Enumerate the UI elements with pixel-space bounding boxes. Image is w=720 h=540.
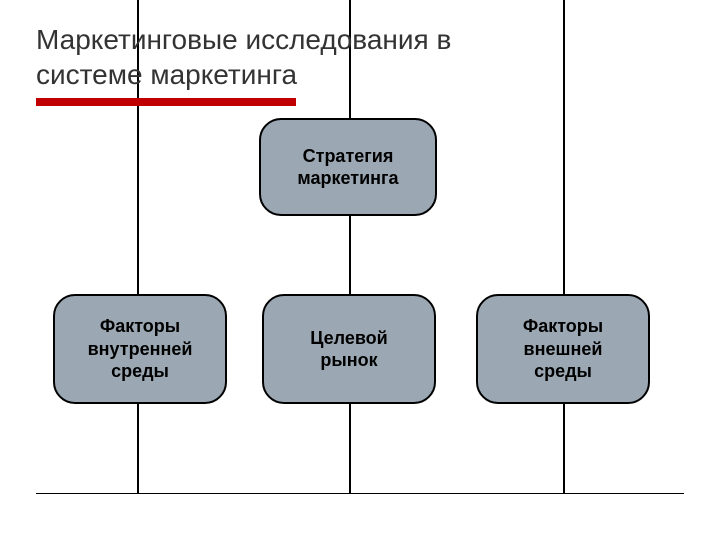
node-external-factors: Факторы внешней среды bbox=[476, 294, 650, 404]
node-target-market: Целевой рынок bbox=[262, 294, 436, 404]
node-internal-factors: Факторы внутренней среды bbox=[53, 294, 227, 404]
diagram-stage: Маркетинговые исследования в системе мар… bbox=[0, 0, 720, 540]
slide-title: Маркетинговые исследования в системе мар… bbox=[36, 22, 451, 92]
bottom-rule bbox=[36, 493, 684, 494]
title-accent-bar bbox=[36, 98, 296, 106]
vline-right bbox=[563, 0, 565, 493]
node-strategy: Стратегия маркетинга bbox=[259, 118, 437, 216]
